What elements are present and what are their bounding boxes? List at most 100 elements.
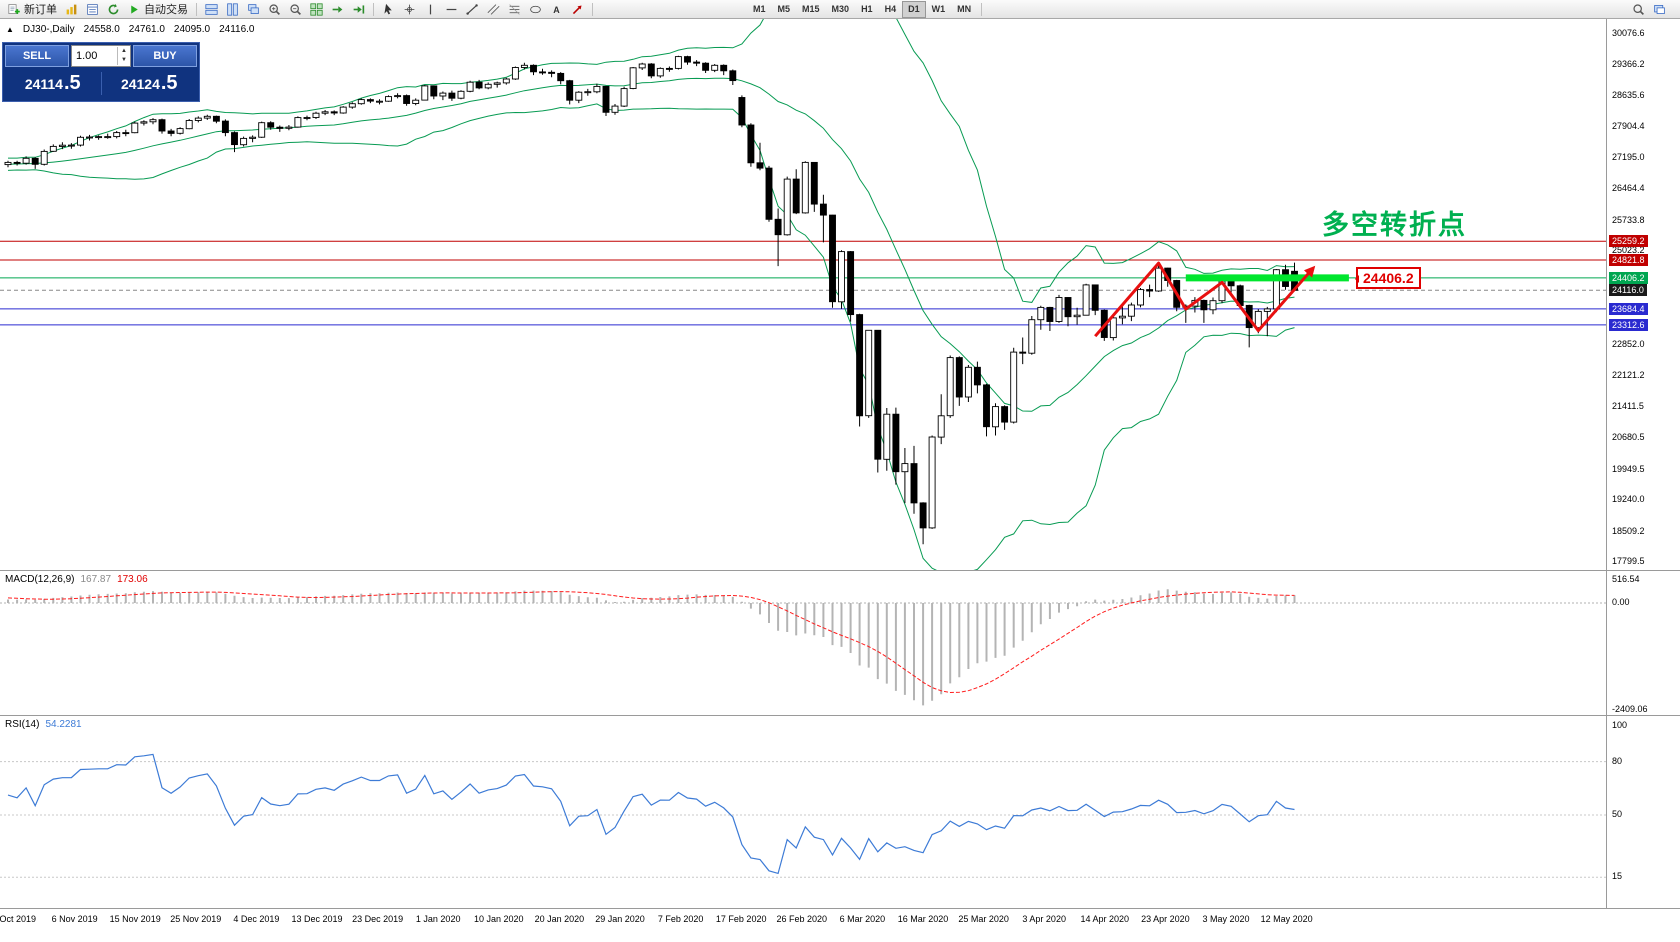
timeframe-mn-label: MN bbox=[957, 4, 972, 14]
sell-button[interactable]: SELL bbox=[5, 45, 69, 67]
buy-button[interactable]: BUY bbox=[133, 45, 197, 67]
timeframe-m30[interactable]: M30 bbox=[826, 1, 856, 18]
tile-vertical-button[interactable] bbox=[222, 1, 243, 18]
horizontal-line-button[interactable] bbox=[441, 1, 462, 18]
magnifier-icon bbox=[1632, 3, 1645, 16]
scale-label: 19240.0 bbox=[1612, 494, 1645, 504]
price-scale[interactable]: 30076.6 29366.2 28635.6 27904.4 27195.0 26464… bbox=[1608, 0, 1680, 942]
scale-label: 15 bbox=[1612, 871, 1623, 882]
date-label: 29 Jan 2020 bbox=[595, 914, 645, 924]
timeframe-m1-label: M1 bbox=[753, 4, 766, 14]
chart-shift-button[interactable] bbox=[327, 1, 348, 18]
channel-icon bbox=[487, 3, 500, 16]
new-order-button[interactable]: 新订单 bbox=[4, 1, 61, 18]
fibonacci-button[interactable] bbox=[504, 1, 525, 18]
zoom-in-icon bbox=[268, 3, 281, 16]
volume-spinner[interactable]: ▲ ▼ bbox=[117, 47, 130, 65]
ohlc-close: 24116.0 bbox=[219, 24, 255, 35]
toolbar-separator bbox=[196, 2, 197, 16]
timeframe-m15[interactable]: M15 bbox=[796, 1, 826, 18]
date-label: 17 Feb 2020 bbox=[715, 914, 767, 924]
arrows-icon bbox=[571, 3, 584, 16]
timeframe-d1[interactable]: D1 bbox=[902, 0, 926, 18]
timeframe-h1-label: H1 bbox=[861, 4, 873, 14]
date-label: 6 Mar 2020 bbox=[839, 914, 886, 924]
scale-label: 100 bbox=[1612, 720, 1628, 730]
spinner-down-icon[interactable]: ▼ bbox=[121, 57, 127, 63]
timeframe-h4[interactable]: H4 bbox=[879, 1, 903, 18]
volume-input[interactable]: 1.00 ▲ ▼ bbox=[71, 45, 131, 67]
collapse-icon[interactable]: ▲ bbox=[6, 25, 14, 34]
date-label: 26 Feb 2020 bbox=[776, 914, 828, 924]
tile-horizontal-icon bbox=[205, 3, 218, 16]
zoom-in-button[interactable] bbox=[264, 1, 285, 18]
toolbar: 新订单 自动交易 A M1 M5 M15 M30 H1 H4 D1 W1 MN bbox=[0, 0, 1680, 19]
panel-separator-rsi-axis[interactable] bbox=[0, 908, 1680, 909]
date-label: 3 May 2020 bbox=[1202, 914, 1250, 924]
rsi-panel[interactable] bbox=[0, 753, 1606, 878]
scale-label: 26464.4 bbox=[1612, 183, 1645, 194]
date-label: 23 Apr 2020 bbox=[1141, 914, 1190, 924]
chart-symbol-period: DJ30-,Daily bbox=[22, 24, 75, 35]
scale-label: 27904.4 bbox=[1612, 121, 1645, 132]
timeframe-h4-label: H4 bbox=[884, 4, 897, 14]
zoom-out-button[interactable] bbox=[285, 1, 306, 18]
volume-value[interactable]: 1.00 bbox=[76, 50, 98, 62]
price-panel[interactable] bbox=[0, 0, 1606, 577]
spinner-up-icon[interactable]: ▲ bbox=[121, 48, 127, 54]
autotrading-button[interactable]: 自动交易 bbox=[124, 1, 192, 18]
price-callout: 24406.2 bbox=[1355, 267, 1421, 289]
timeframe-m5[interactable]: M5 bbox=[772, 1, 797, 18]
data-window-button[interactable] bbox=[82, 1, 103, 18]
crosshair-icon bbox=[403, 3, 416, 16]
vertical-line-button[interactable] bbox=[420, 1, 441, 18]
price-tag-label: 24821.8 bbox=[1609, 254, 1648, 266]
scale-label: 22852.0 bbox=[1612, 338, 1645, 349]
text-button[interactable]: A bbox=[546, 1, 567, 18]
time-axis[interactable]: 8 Oct 2019 6 Nov 2019 15 Nov 2019 25 Nov 20… bbox=[0, 912, 1606, 936]
scale-label: 22121.2 bbox=[1612, 370, 1645, 381]
chart-ohlc-info: ▲ DJ30-,Daily 24558.0 24761.0 24095.0 24… bbox=[6, 24, 254, 35]
chart-shift-icon bbox=[331, 3, 344, 16]
date-label: 13 Dec 2019 bbox=[291, 914, 343, 924]
trendline-icon bbox=[466, 3, 479, 16]
cascade-button[interactable] bbox=[243, 1, 264, 18]
trendline-button[interactable] bbox=[462, 1, 483, 18]
tile-grid-icon bbox=[310, 2, 323, 16]
tile-horizontal-button[interactable] bbox=[201, 1, 222, 18]
price-tag-label: 24406.2 bbox=[1609, 271, 1648, 284]
cursor-button[interactable] bbox=[378, 1, 399, 18]
panel-separator-chart-macd[interactable] bbox=[0, 570, 1680, 571]
vertical-line-icon bbox=[424, 3, 437, 16]
timeframe-w1[interactable]: W1 bbox=[926, 1, 952, 18]
date-label: 14 Apr 2020 bbox=[1080, 914, 1130, 924]
shapes-button[interactable] bbox=[525, 1, 546, 18]
channel-button[interactable] bbox=[483, 1, 504, 18]
auto-scroll-button[interactable] bbox=[348, 1, 369, 18]
price-tag-label: 25259.2 bbox=[1609, 235, 1648, 248]
scale-label: 27195.0 bbox=[1612, 151, 1645, 162]
scale-label: 25733.8 bbox=[1612, 214, 1645, 225]
bid-price: 24114.5 bbox=[5, 72, 101, 95]
market-watch-button[interactable] bbox=[61, 1, 82, 18]
timeframe-m1[interactable]: M1 bbox=[747, 1, 772, 18]
new-order-icon bbox=[8, 3, 21, 16]
windows-button[interactable] bbox=[1649, 1, 1670, 18]
timeframe-mn[interactable]: MN bbox=[951, 1, 977, 18]
auto-scroll-icon bbox=[352, 3, 365, 16]
macd-panel[interactable] bbox=[0, 589, 1606, 706]
turning-point-annotation: 多空转折点 bbox=[1322, 210, 1467, 240]
search-button[interactable] bbox=[1628, 1, 1649, 18]
panel-separator-macd-rsi[interactable] bbox=[0, 715, 1680, 716]
rsi-value: 54.2281 bbox=[45, 719, 82, 730]
timeframe-h1[interactable]: H1 bbox=[855, 1, 879, 18]
tile-windows-button[interactable] bbox=[306, 1, 327, 18]
arrows-button[interactable] bbox=[567, 1, 588, 18]
refresh-button[interactable] bbox=[103, 1, 124, 18]
bid-pip: .5 bbox=[63, 71, 81, 94]
scale-label: 516.54 bbox=[1612, 574, 1640, 584]
timeframe-m15-label: M15 bbox=[802, 4, 820, 14]
crosshair-button[interactable] bbox=[399, 1, 420, 18]
